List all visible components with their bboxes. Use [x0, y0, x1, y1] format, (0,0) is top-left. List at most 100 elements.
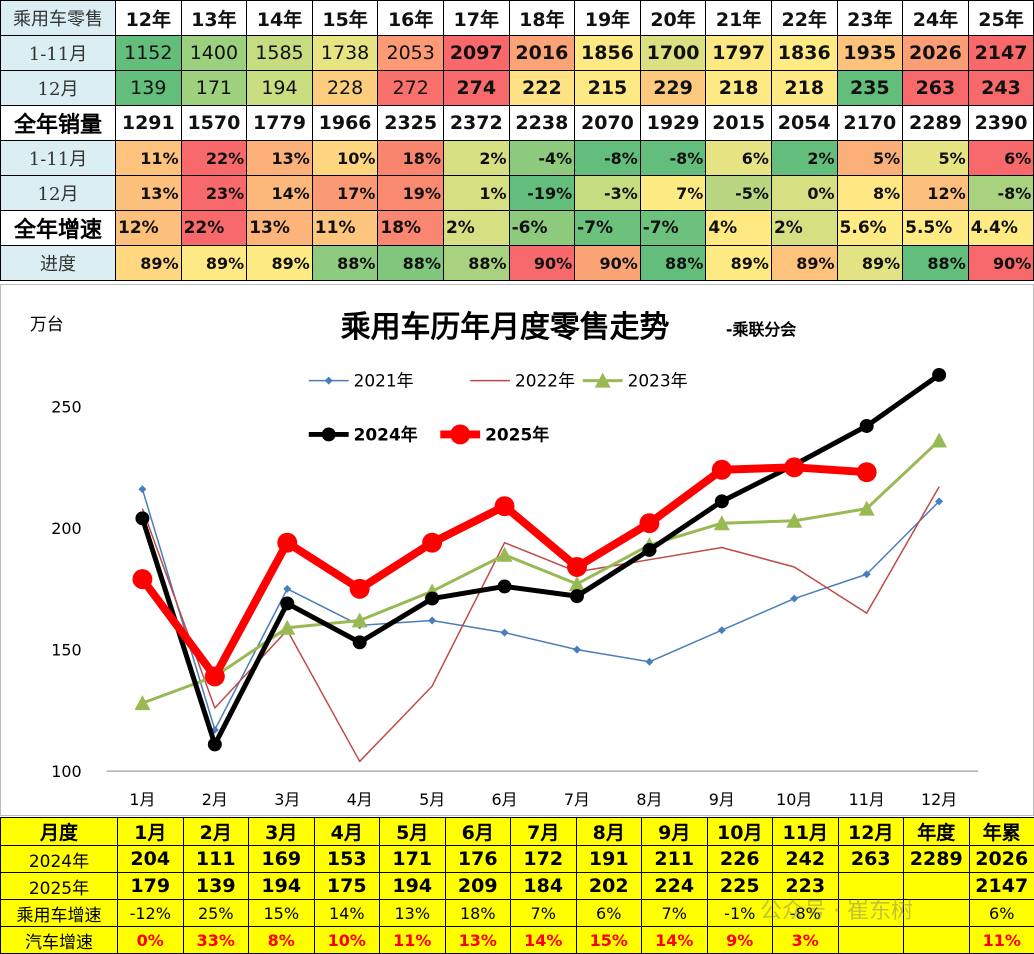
data-cell: 2289: [904, 846, 970, 873]
corner-label: 乘用车零售: [1, 1, 116, 36]
data-cell: 153: [314, 846, 380, 873]
column-header: 年度: [904, 818, 970, 846]
data-cell: 223: [773, 873, 839, 900]
data-cell: 263: [838, 846, 904, 873]
year-header: 20年: [640, 1, 706, 36]
data-cell: 222: [509, 71, 575, 106]
row-label: 全年销量: [1, 106, 116, 141]
data-cell: -7%: [640, 211, 706, 246]
data-cell: 88%: [312, 246, 378, 281]
data-cell: [838, 927, 904, 954]
data-cell: -8%: [968, 176, 1034, 211]
row-label: 2024年: [1, 846, 118, 873]
data-point: [642, 543, 656, 557]
data-point: [428, 616, 436, 624]
column-header: 5月: [380, 818, 446, 846]
data-point: [138, 485, 146, 493]
data-cell: -7%: [575, 211, 641, 246]
data-cell: [838, 900, 904, 927]
x-tick-label: 12月: [921, 790, 957, 809]
data-point: [857, 462, 877, 482]
year-header: 12年: [116, 1, 182, 36]
data-cell: 7%: [642, 900, 708, 927]
data-cell: 12%: [903, 176, 969, 211]
data-cell: 9%: [707, 927, 773, 954]
data-cell: 22%: [181, 141, 247, 176]
row-label: 2025年: [1, 873, 118, 900]
data-cell: 111: [183, 846, 249, 873]
series-line-2022年: [142, 487, 939, 762]
data-cell: 194: [249, 873, 315, 900]
data-cell: 1836: [771, 36, 837, 71]
data-cell: -12%: [118, 900, 184, 927]
column-header: 11月: [773, 818, 839, 846]
data-cell: 184: [511, 873, 577, 900]
data-cell: 2325: [378, 106, 444, 141]
data-cell: 22%: [181, 211, 247, 246]
row-label: 12月: [1, 71, 116, 106]
data-cell: 191: [576, 846, 642, 873]
data-cell: 1779: [247, 106, 313, 141]
data-point: [498, 579, 512, 593]
data-point: [501, 629, 509, 637]
data-point: [277, 533, 297, 553]
data-cell: 194: [380, 873, 446, 900]
data-point: [350, 579, 370, 599]
x-tick-label: 10月: [776, 790, 812, 809]
data-cell: 13%: [116, 176, 182, 211]
legend-label: 2021年: [354, 371, 414, 391]
column-header: 月度: [1, 818, 118, 846]
x-tick-label: 2月: [202, 790, 228, 809]
data-cell: 2238: [509, 106, 575, 141]
data-cell: 13%: [445, 927, 511, 954]
data-point: [283, 585, 291, 593]
column-header: 9月: [642, 818, 708, 846]
data-point: [495, 496, 515, 516]
data-cell: 1152: [116, 36, 182, 71]
data-cell: 1570: [181, 106, 247, 141]
legend-marker: [322, 427, 336, 441]
data-point: [639, 513, 659, 533]
data-cell: -19%: [509, 176, 575, 211]
data-cell: 88%: [443, 246, 509, 281]
data-point: [567, 557, 587, 577]
data-cell: 2070: [575, 106, 641, 141]
data-cell: 11%: [116, 141, 182, 176]
data-cell: [838, 873, 904, 900]
data-cell: 89%: [837, 246, 903, 281]
data-point: [422, 533, 442, 553]
data-cell: 7%: [640, 176, 706, 211]
data-cell: 2147: [968, 36, 1034, 71]
data-cell: 12%: [116, 211, 182, 246]
data-cell: 225: [707, 873, 773, 900]
column-header: 12月: [838, 818, 904, 846]
data-cell: 139: [116, 71, 182, 106]
data-cell: 0%: [118, 927, 184, 954]
data-cell: 88%: [378, 246, 444, 281]
data-cell: 2097: [443, 36, 509, 71]
data-cell: 11%: [969, 927, 1034, 954]
data-cell: 169: [249, 846, 315, 873]
data-cell: 1700: [640, 36, 706, 71]
data-cell: [904, 873, 970, 900]
year-header: 22年: [771, 1, 837, 36]
legend-marker: [325, 377, 333, 385]
x-tick-label: 4月: [347, 790, 373, 809]
year-header: 19年: [575, 1, 641, 36]
data-cell: 11%: [380, 927, 446, 954]
data-cell: 194: [247, 71, 313, 106]
row-label: 1-11月: [1, 36, 116, 71]
data-cell: 90%: [509, 246, 575, 281]
data-cell: 15%: [249, 900, 315, 927]
data-cell: 218: [706, 71, 772, 106]
data-cell: 11%: [312, 211, 378, 246]
row-label: 进度: [1, 246, 116, 281]
